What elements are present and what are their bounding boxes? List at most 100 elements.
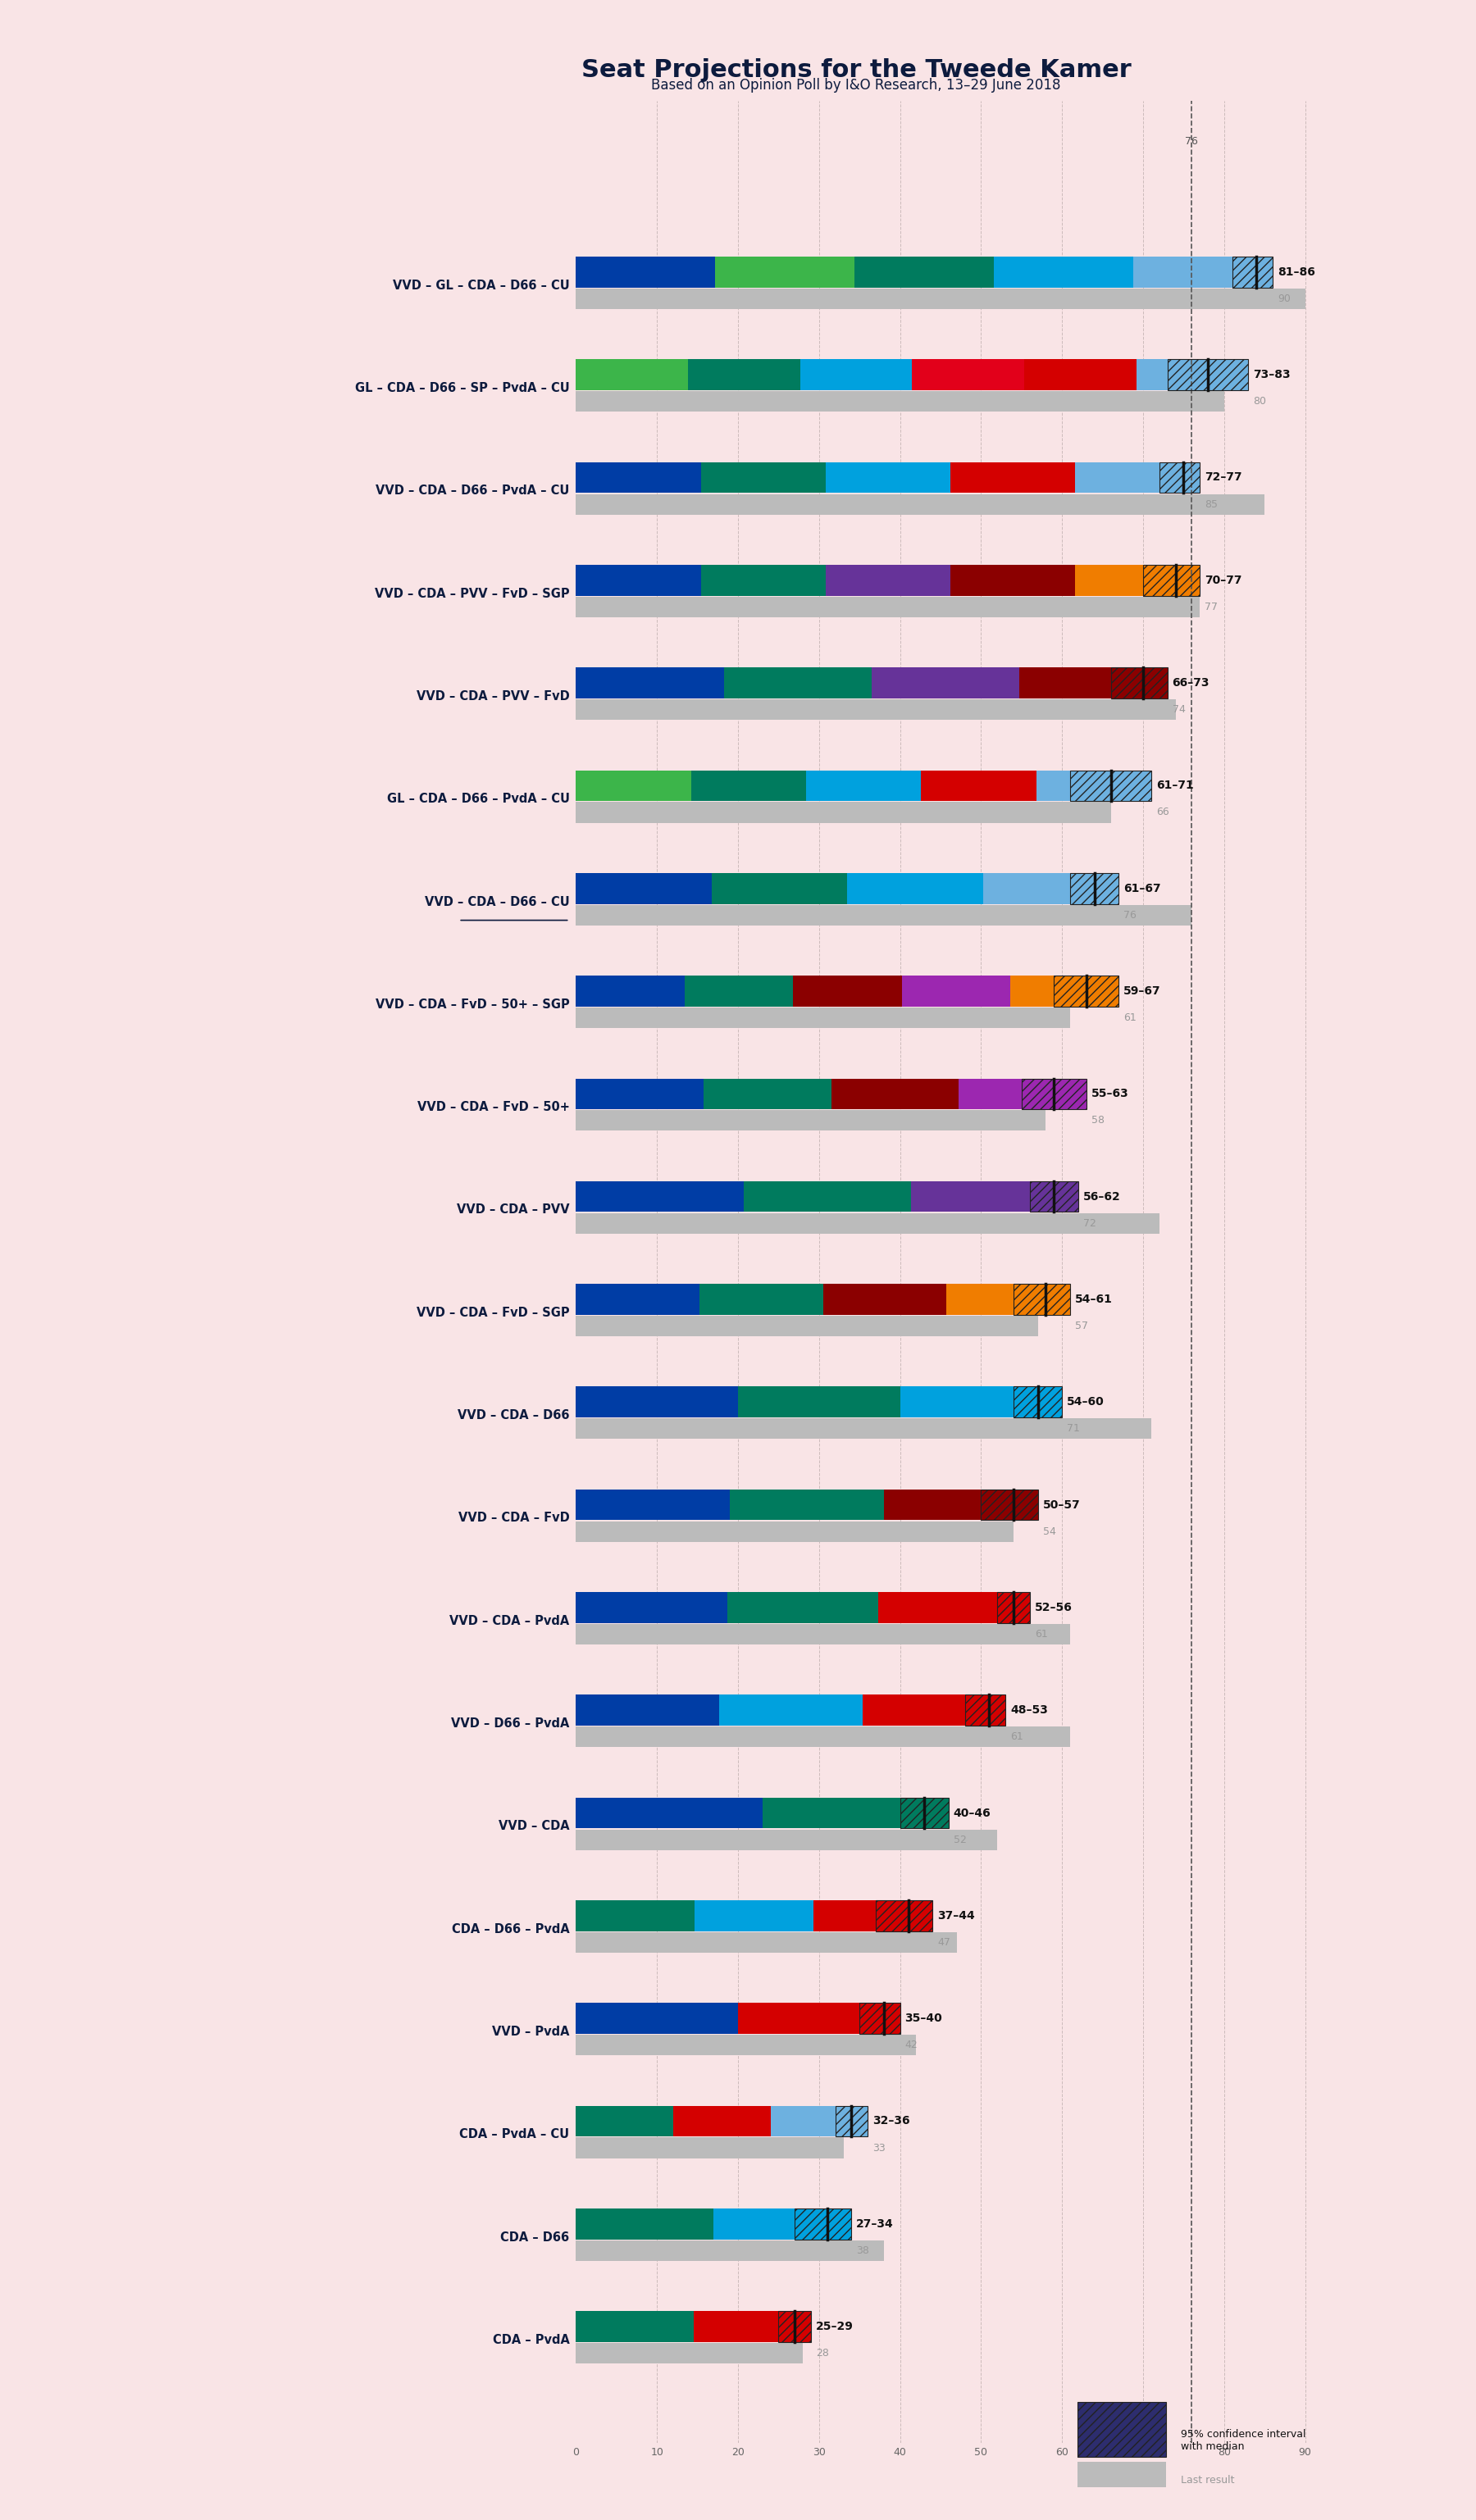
Bar — [576, 1111, 1046, 1131]
Bar — [711, 872, 847, 905]
Bar — [794, 2208, 852, 2240]
Bar — [1036, 771, 1151, 801]
Bar — [993, 257, 1134, 287]
Bar — [813, 1900, 933, 1930]
Bar — [576, 1079, 704, 1109]
Bar — [576, 2208, 714, 2240]
Bar — [576, 2240, 884, 2260]
Bar — [576, 1797, 763, 1830]
Bar — [576, 975, 685, 1005]
Bar — [700, 1283, 824, 1315]
Text: 58: 58 — [1091, 1116, 1104, 1126]
Text: 54: 54 — [1042, 1527, 1055, 1537]
Bar — [576, 1726, 1070, 1746]
Bar — [1232, 257, 1272, 287]
Bar — [576, 494, 1265, 514]
Bar — [576, 1182, 744, 1212]
Bar — [900, 1386, 1063, 1416]
Bar — [576, 701, 1175, 721]
Bar — [576, 1900, 695, 1930]
Bar — [1075, 461, 1200, 494]
Bar — [872, 668, 1020, 698]
Bar — [800, 360, 912, 391]
Bar — [921, 771, 1036, 801]
Text: 55–63: 55–63 — [1091, 1089, 1129, 1099]
Bar — [946, 1283, 1070, 1315]
Text: 37–44: 37–44 — [937, 1910, 974, 1920]
Bar — [1020, 668, 1168, 698]
Text: 66: 66 — [1156, 806, 1169, 816]
Bar — [685, 975, 793, 1005]
Text: VVD – CDA – FvD: VVD – CDA – FvD — [458, 1512, 570, 1525]
Bar — [576, 1489, 731, 1520]
Bar — [576, 1419, 1151, 1439]
Bar — [576, 1623, 1070, 1646]
Text: 73–83: 73–83 — [1253, 368, 1290, 381]
Bar — [744, 1182, 911, 1212]
Text: 42: 42 — [905, 2039, 918, 2051]
Text: 74: 74 — [1172, 703, 1185, 716]
Bar — [1134, 257, 1272, 287]
Text: VVD – CDA – D66 – PvdA – CU: VVD – CDA – D66 – PvdA – CU — [376, 484, 570, 496]
Bar — [1010, 975, 1119, 1005]
Text: Seat Projections for the Tweede Kamer: Seat Projections for the Tweede Kamer — [582, 58, 1131, 81]
Text: 54–60: 54–60 — [1067, 1396, 1104, 1409]
Text: VVD – CDA – FvD – 50+: VVD – CDA – FvD – 50+ — [418, 1101, 570, 1114]
Bar — [714, 2208, 852, 2240]
Bar — [951, 461, 1075, 494]
Bar — [835, 2107, 868, 2137]
Bar — [728, 1593, 878, 1623]
Bar — [576, 905, 1191, 925]
Bar — [576, 872, 711, 905]
Bar — [576, 1386, 738, 1416]
Bar — [855, 257, 993, 287]
Text: CDA – PvdA – CU: CDA – PvdA – CU — [459, 2129, 570, 2139]
Bar — [878, 1593, 1030, 1623]
Text: 80: 80 — [1253, 396, 1266, 406]
Bar — [716, 257, 855, 287]
Text: Last result: Last result — [1181, 2475, 1234, 2485]
Bar — [1168, 360, 1249, 391]
Bar — [688, 360, 800, 391]
Text: 85: 85 — [1204, 499, 1218, 509]
Text: 50–57: 50–57 — [1042, 1499, 1080, 1509]
Text: 28: 28 — [816, 2349, 830, 2359]
Bar — [576, 1522, 1014, 1542]
Bar — [998, 1593, 1030, 1623]
Text: 32–36: 32–36 — [872, 2114, 909, 2127]
Text: VVD – CDA – FvD – SGP: VVD – CDA – FvD – SGP — [416, 1305, 570, 1318]
Text: 40–46: 40–46 — [953, 1807, 990, 1819]
Text: 59–67: 59–67 — [1123, 985, 1162, 998]
Bar — [576, 564, 701, 595]
Bar — [576, 2107, 673, 2137]
Bar — [1021, 1079, 1086, 1109]
Text: 81–86: 81–86 — [1278, 267, 1315, 277]
Bar — [912, 360, 1024, 391]
Text: VVD – CDA – D66 – CU: VVD – CDA – D66 – CU — [425, 895, 570, 907]
Text: 61–67: 61–67 — [1123, 882, 1162, 895]
Text: 72: 72 — [1083, 1217, 1097, 1230]
Bar — [825, 461, 951, 494]
Text: VVD – D66 – PvdA: VVD – D66 – PvdA — [452, 1719, 570, 1729]
Bar — [778, 2311, 810, 2341]
Bar — [691, 771, 806, 801]
Bar — [576, 801, 1111, 822]
Bar — [701, 564, 825, 595]
Bar — [1030, 1182, 1079, 1212]
Text: VVD – GL – CDA – D66 – CU: VVD – GL – CDA – D66 – CU — [393, 280, 570, 292]
Text: 61: 61 — [1035, 1628, 1048, 1641]
Bar — [806, 771, 921, 801]
Bar — [1159, 461, 1200, 494]
Bar — [875, 1900, 933, 1930]
Bar — [1054, 975, 1119, 1005]
Text: VVD – CDA – PvdA: VVD – CDA – PvdA — [450, 1615, 570, 1628]
Bar — [763, 1797, 949, 1830]
Bar — [825, 564, 951, 595]
Text: CDA – PvdA: CDA – PvdA — [493, 2334, 570, 2346]
Bar — [951, 564, 1075, 595]
Text: 38: 38 — [856, 2245, 869, 2255]
Bar — [983, 872, 1119, 905]
Text: 35–40: 35–40 — [905, 2013, 943, 2024]
Bar — [1024, 360, 1137, 391]
Text: 27–34: 27–34 — [856, 2218, 894, 2230]
